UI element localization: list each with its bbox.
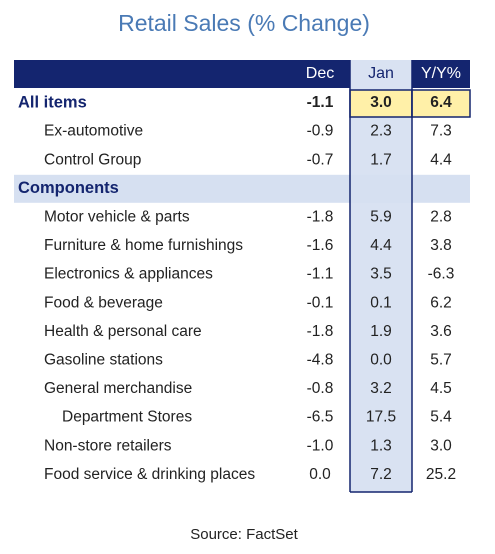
column-header: Dec	[306, 65, 334, 82]
cell-value: 2.8	[430, 208, 452, 225]
cell-value: 0.0	[309, 466, 331, 483]
cell-value: 1.7	[370, 151, 392, 168]
cell-value: 3.5	[370, 266, 392, 283]
row-label: Control Group	[44, 151, 141, 168]
row-label: General merchandise	[44, 380, 192, 397]
cell-value: 0.0	[370, 351, 392, 368]
cell-value: 17.5	[366, 409, 396, 426]
cell-value: -0.1	[307, 294, 334, 311]
row-label: Motor vehicle & parts	[44, 208, 190, 225]
column-header: Y/Y%	[421, 65, 461, 82]
cell-value: 3.2	[370, 380, 392, 397]
title: Retail Sales (% Change)	[118, 10, 370, 36]
cell-value: -1.8	[307, 208, 334, 225]
cell-value: 4.4	[370, 237, 392, 254]
jan-column	[350, 60, 412, 492]
row-label: Health & personal care	[44, 323, 202, 340]
cell-value: 6.2	[430, 294, 452, 311]
row-label: Electronics & appliances	[44, 266, 213, 283]
cell-value: 1.9	[370, 323, 392, 340]
cell-value: -0.9	[307, 123, 334, 140]
cell-value: -6.5	[307, 409, 334, 426]
cell-value: -0.8	[307, 380, 334, 397]
cell-value: 3.8	[430, 237, 452, 254]
row-label: Components	[18, 179, 119, 197]
cell-value: 0.1	[370, 294, 392, 311]
cell-value: 7.2	[370, 466, 392, 483]
row-label: Department Stores	[62, 409, 192, 426]
row-label: Ex-automotive	[44, 123, 143, 140]
cell-value: 5.7	[430, 351, 452, 368]
row-label: All items	[18, 93, 87, 111]
cell-value: -1.1	[307, 94, 334, 111]
row-label: Food service & drinking places	[44, 466, 255, 483]
cell-value: -0.7	[307, 151, 334, 168]
row-label: Non-store retailers	[44, 437, 172, 454]
cell-value: 1.3	[370, 437, 392, 454]
jan-header-cell	[350, 60, 412, 88]
cell-value: 4.5	[430, 380, 452, 397]
cell-value: 25.2	[426, 466, 456, 483]
row-label: Furniture & home furnishings	[44, 237, 243, 254]
cell-value: 7.3	[430, 123, 452, 140]
row-label: Gasoline stations	[44, 351, 163, 368]
cell-value: -6.3	[428, 266, 455, 283]
cell-value: -1.8	[307, 323, 334, 340]
source: Source: FactSet	[190, 526, 298, 543]
section-band	[14, 174, 470, 203]
cell-value: 5.4	[430, 409, 452, 426]
row-label: Food & beverage	[44, 294, 163, 311]
cell-value: -1.1	[307, 266, 334, 283]
cell-value: -4.8	[307, 351, 334, 368]
cell-value: 3.0	[370, 94, 392, 111]
cell-value: 6.4	[430, 94, 452, 111]
cell-value: -1.0	[307, 437, 334, 454]
column-header: Jan	[368, 65, 394, 82]
cell-value: 3.0	[430, 437, 452, 454]
cell-value: 5.9	[370, 208, 392, 225]
cell-value: -1.6	[307, 237, 334, 254]
cell-value: 4.4	[430, 151, 452, 168]
cell-value: 3.6	[430, 323, 452, 340]
cell-value: 2.3	[370, 123, 392, 140]
